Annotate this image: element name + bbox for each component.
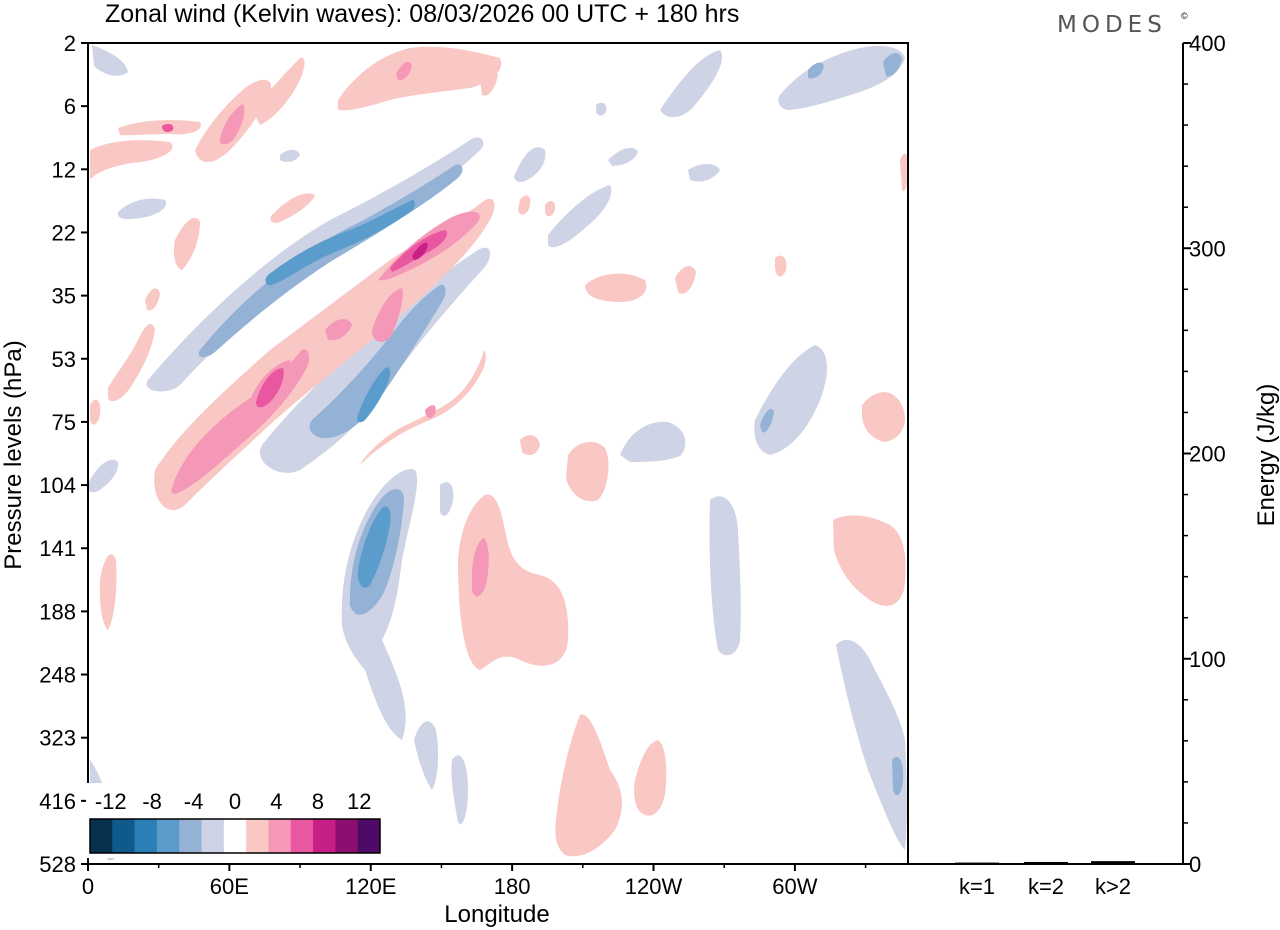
y-tick-label: 35: [52, 284, 76, 309]
colorbar-label: 4: [270, 789, 282, 814]
energy-axis: 0 100 200 300 400: [1183, 31, 1226, 877]
colorbar-cell: [223, 819, 247, 853]
x-tick-label: 60W: [772, 874, 817, 899]
colorbar-cell: [268, 819, 292, 853]
longitude-axis: 0 60E 120E 180 120W 60W: [82, 864, 867, 899]
colorbar-label: 12: [347, 789, 371, 814]
x-tick-label: 180: [494, 874, 531, 899]
x-tick-label: 0: [82, 874, 94, 899]
energy-axis-label: Energy (J/kg): [1253, 384, 1280, 527]
energy-category-label: k>2: [1095, 874, 1131, 899]
contour-plot: 2 6 12 22 35 53 75 104 141 188 248 323 416 528 0 60E 12…: [0, 31, 909, 928]
energy-bar: [1024, 861, 1068, 864]
colorbar-cell: [357, 819, 381, 853]
colorbar-cell: [134, 819, 158, 853]
x-axis-label: Longitude: [444, 901, 549, 928]
colorbar-frame: [89, 818, 381, 854]
chart-title: Zonal wind (Kelvin waves): 08/03/2026 00…: [105, 0, 739, 28]
y-tick-label: 104: [39, 473, 76, 498]
y-tick-label: 75: [52, 410, 76, 435]
y-axis-label: Pressure levels (hPa): [0, 340, 27, 569]
y-tick-label: 188: [39, 599, 76, 624]
y-tick-label: 248: [39, 663, 76, 688]
energy-tick-label: 0: [1189, 852, 1201, 877]
colorbar-label: -12: [95, 789, 127, 814]
modes-logo: MODES: [1057, 12, 1167, 38]
energy-category-label: k=1: [959, 874, 995, 899]
colorbar-cell: [156, 819, 180, 853]
colorbar-cell: [313, 819, 336, 853]
colorbar-cell: [246, 819, 269, 853]
positive-anomaly-fields: [90, 46, 908, 857]
colorbar-cell: [179, 819, 203, 853]
colorbar-labels: -12 -8 -4 0 4 8 12: [95, 789, 372, 814]
colorbar-cell: [335, 819, 359, 853]
x-tick-label: 60E: [210, 874, 249, 899]
energy-bar: [955, 862, 999, 864]
energy-tick-label: 400: [1189, 31, 1226, 56]
y-tick-label: 528: [39, 852, 76, 877]
energy-tick-label: 100: [1189, 647, 1226, 672]
colorbar-cell: [112, 819, 136, 853]
colorbar-label: -8: [142, 789, 162, 814]
colorbar-cell: [290, 819, 314, 853]
energy-bar: [1091, 861, 1135, 864]
colorbar-legend: -12 -8 -4 0 4 8 12: [86, 783, 384, 858]
y-tick-label: 323: [39, 726, 76, 751]
colorbar-cell: [90, 819, 113, 853]
x-tick-label: 120E: [345, 874, 396, 899]
colorbar-label: -4: [184, 789, 204, 814]
colorbar-label: 0: [229, 789, 241, 814]
energy-category-label: k=2: [1028, 874, 1064, 899]
y-tick-label: 53: [52, 347, 76, 372]
y-tick-label: 416: [39, 789, 76, 814]
pressure-axis: 2 6 12 22 35 53 75 104 141 188 248 323 416 528: [39, 31, 88, 877]
plot-frame: [87, 42, 909, 865]
y-tick-label: 2: [64, 31, 76, 56]
y-tick-label: 6: [64, 94, 76, 119]
energy-bars: [955, 861, 1135, 864]
colorbar-label: 8: [312, 789, 324, 814]
y-tick-label: 22: [52, 220, 76, 245]
energy-tick-label: 300: [1189, 236, 1226, 261]
y-tick-label: 12: [52, 157, 76, 182]
y-tick-label: 141: [39, 536, 76, 561]
energy-tick-label: 200: [1189, 442, 1226, 467]
colorbar-cell: [201, 819, 225, 853]
colorbar-cells: [90, 819, 381, 853]
x-tick-label: 120W: [625, 874, 683, 899]
energy-categories: k=1 k=2 k>2: [959, 874, 1131, 899]
logo-copyright-mark: ©: [1181, 11, 1188, 21]
energy-panel: 0 100 200 300 400 k=1 k=2 k>2 Energy (J/kg): [908, 31, 1280, 899]
